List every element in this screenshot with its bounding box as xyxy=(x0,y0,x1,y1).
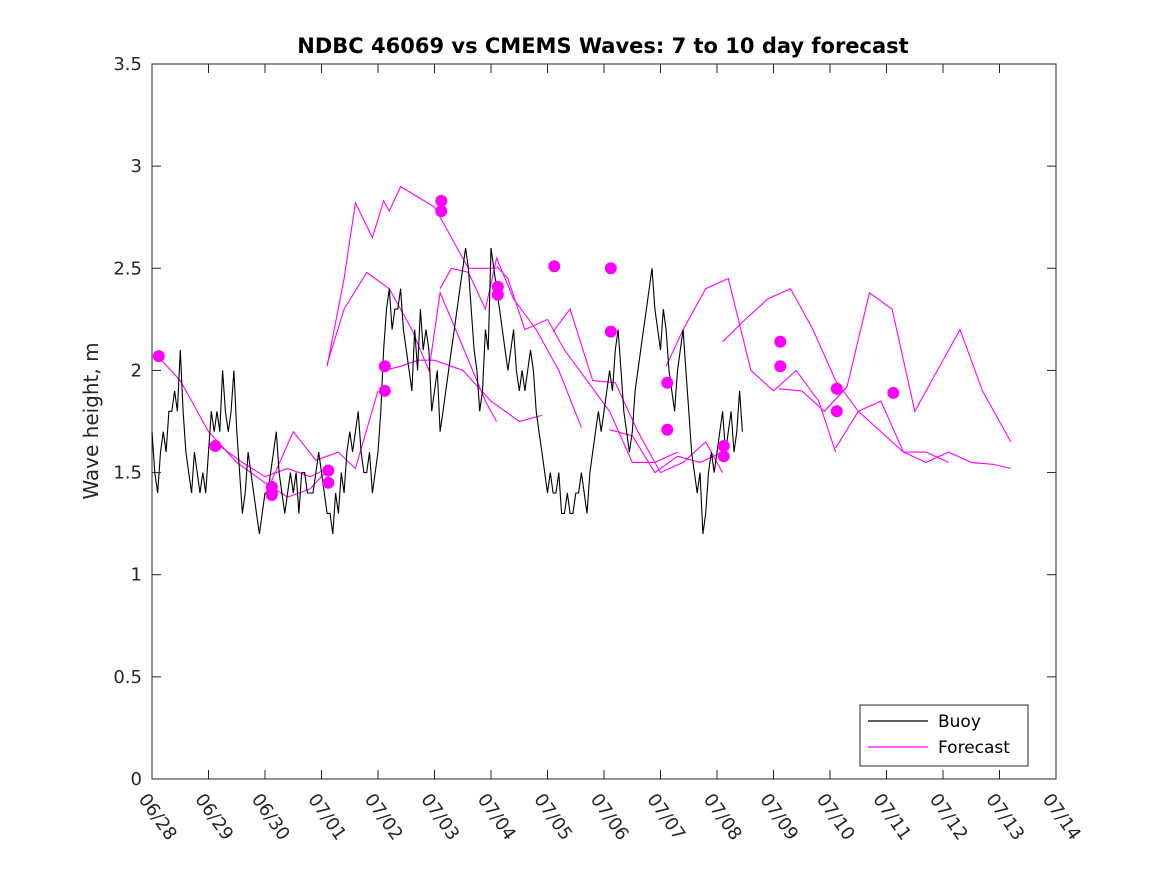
x-tick-label: 06/30 xyxy=(247,790,294,845)
forecast-marker xyxy=(604,262,617,275)
x-tick-label: 06/29 xyxy=(190,790,237,845)
x-tick-label: 07/04 xyxy=(473,790,520,845)
forecast-marker xyxy=(830,382,843,395)
forecast-marker xyxy=(717,450,730,463)
x-tick-label: 07/10 xyxy=(812,790,859,845)
x-tick-label: 07/08 xyxy=(699,790,746,845)
forecast-marker xyxy=(830,405,843,418)
x-tick-label: 07/01 xyxy=(303,790,350,845)
forecast-marker xyxy=(322,464,335,477)
chart-title: NDBC 46069 vs CMEMS Waves: 7 to 10 day f… xyxy=(297,34,908,58)
x-tick-label: 07/11 xyxy=(868,790,915,845)
forecast-line xyxy=(326,185,497,367)
data-layer xyxy=(151,185,1012,534)
forecast-line xyxy=(779,291,1012,443)
forecast-marker xyxy=(491,288,504,301)
forecast-line xyxy=(665,277,837,453)
forecast-line xyxy=(722,287,949,463)
forecast-marker xyxy=(265,487,278,499)
x-tick-label: 07/05 xyxy=(529,790,576,845)
forecast-marker xyxy=(378,384,391,397)
legend-box xyxy=(859,704,1029,767)
x-tick-label: 07/03 xyxy=(416,790,463,845)
forecast-marker xyxy=(774,360,787,373)
x-tick-label: 07/09 xyxy=(755,790,802,845)
forecast-line xyxy=(326,271,498,422)
forecast-line xyxy=(552,307,724,474)
y-axis-label: Wave height, m xyxy=(79,342,103,499)
forecast-marker xyxy=(604,325,617,338)
y-tick-label: 1 xyxy=(131,565,142,586)
x-tick-label: 07/12 xyxy=(925,790,972,845)
plot-area xyxy=(151,63,1057,780)
forecast-line xyxy=(439,256,582,428)
forecast-marker xyxy=(774,335,787,348)
x-tick-label: 07/07 xyxy=(642,790,689,845)
legend: Buoy Forecast xyxy=(859,704,1029,767)
forecast-marker xyxy=(378,360,391,373)
x-tick-label: 06/28 xyxy=(134,790,181,845)
forecast-marker xyxy=(322,476,335,489)
y-tick-label: 2.5 xyxy=(113,258,142,279)
forecast-line xyxy=(383,359,543,423)
forecast-line xyxy=(496,265,678,463)
y-tick-label: 0.5 xyxy=(113,667,142,688)
x-tick-label: 07/14 xyxy=(1038,790,1085,845)
forecast-marker xyxy=(887,386,900,399)
forecast-line xyxy=(270,390,379,484)
x-tick-label: 07/06 xyxy=(586,790,633,845)
forecast-line xyxy=(609,429,723,474)
legend-buoy-label: Buoy xyxy=(938,712,981,732)
x-tick-label: 07/02 xyxy=(360,790,407,845)
forecast-marker xyxy=(548,260,561,273)
forecast-marker xyxy=(661,376,674,389)
forecast-marker xyxy=(152,350,165,363)
x-tick-label: 07/13 xyxy=(981,790,1028,845)
forecast-marker xyxy=(435,194,448,207)
y-tick-label: 3 xyxy=(131,156,142,177)
buoy-line xyxy=(151,247,743,534)
legend-forecast-label: Forecast xyxy=(938,738,1010,758)
forecast-marker xyxy=(435,205,448,218)
forecast-marker xyxy=(717,440,730,452)
y-tick-label: 2 xyxy=(131,360,142,381)
y-tick-label: 3.5 xyxy=(113,54,142,75)
forecast-marker xyxy=(661,423,674,436)
y-tick-label: 0 xyxy=(131,769,142,790)
forecast-marker xyxy=(209,440,222,452)
y-tick-label: 1.5 xyxy=(113,463,142,484)
forecast-line xyxy=(835,400,1011,470)
